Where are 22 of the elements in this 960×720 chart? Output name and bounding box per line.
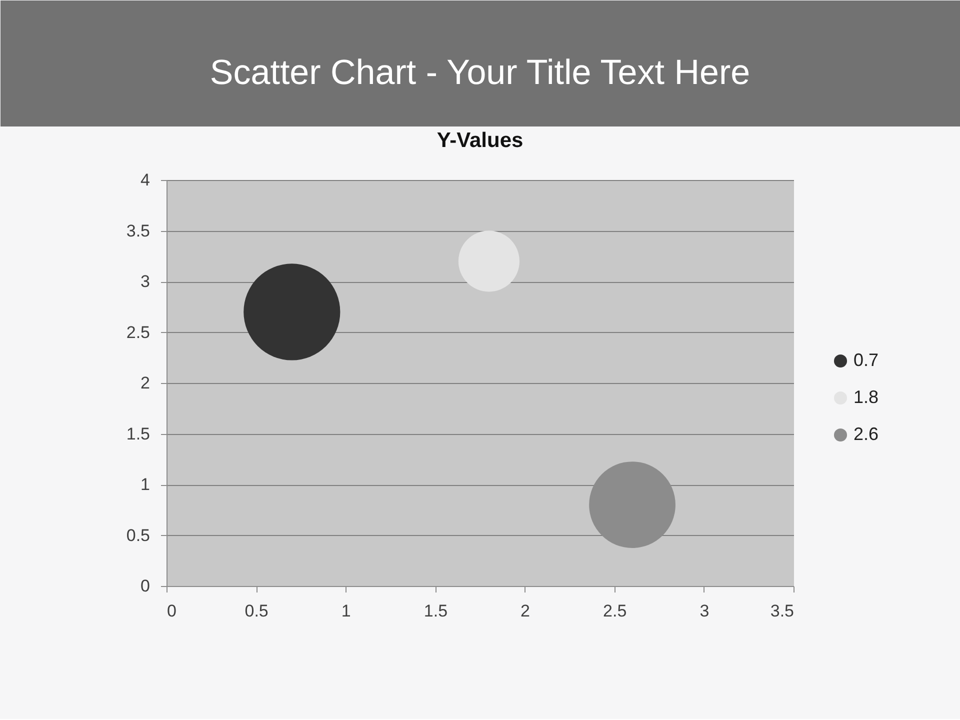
x-tick-label: 3 xyxy=(700,602,710,620)
legend-label: 0.7 xyxy=(854,350,879,370)
x-tick-label: 0 xyxy=(167,602,176,620)
y-tick-label: 3 xyxy=(140,272,150,291)
y-tick-label: 2 xyxy=(140,374,150,392)
x-tick-label: 0.5 xyxy=(244,602,268,620)
chart-title: Scatter Chart - Your Title Text Here xyxy=(210,53,750,92)
y-tick-label: 1.5 xyxy=(126,424,150,444)
x-tick-label: 3.5 xyxy=(770,602,794,620)
x-tick-label: 1 xyxy=(341,602,351,620)
x-tick-label: 2 xyxy=(520,602,530,620)
y-tick-label: 3.5 xyxy=(126,221,150,240)
y-tick-label: 0 xyxy=(140,576,150,596)
y-tick-label: 4 xyxy=(140,170,150,190)
x-tick-label: 1.5 xyxy=(424,602,448,620)
legend-label: 1.8 xyxy=(854,387,879,407)
y-tick-label: 2.5 xyxy=(126,322,150,342)
x-tick-label: 2.5 xyxy=(603,602,627,620)
y-tick-label: 0.5 xyxy=(126,526,150,545)
chart-subtitle: Y-Values xyxy=(436,129,524,152)
y-tick-label: 1 xyxy=(140,475,150,494)
legend-label: 2.6 xyxy=(854,424,879,444)
